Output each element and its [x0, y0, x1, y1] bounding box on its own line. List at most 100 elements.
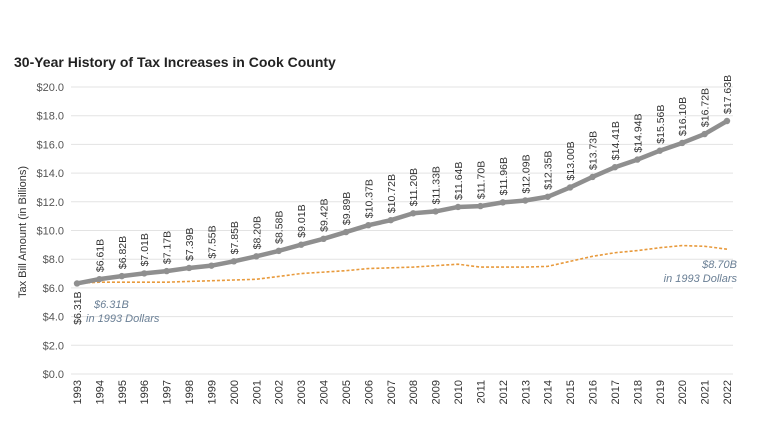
data-point — [96, 275, 103, 283]
data-point — [566, 184, 574, 191]
data-labels: $6.31B $6.61B $6.82B $7.01B $7.17B $7.39B $7.5… — [72, 75, 734, 325]
data-label: $7.17B — [162, 231, 174, 264]
y-axis-ticks: $0.0 $2.0 $4.0 $6.0 $8.0 $10.0 $12.0 $14.0 $16.0… — [36, 82, 64, 381]
data-label: $9.01B — [296, 204, 308, 237]
data-label: $6.82B — [117, 236, 129, 269]
data-point — [589, 173, 596, 181]
data-point — [275, 247, 282, 255]
data-point — [522, 197, 529, 204]
y-tick-label: $2.0 — [43, 340, 64, 352]
y-tick-label: $14.0 — [36, 168, 64, 180]
x-tick-label: 2000 — [229, 380, 241, 404]
data-point — [342, 228, 350, 236]
data-label: $13.73B — [588, 131, 600, 170]
data-label: $16.72B — [700, 88, 712, 127]
data-point — [208, 262, 215, 269]
x-tick-label: 2002 — [274, 380, 286, 404]
y-tick-label: $12.0 — [36, 197, 64, 209]
data-point — [230, 258, 238, 265]
x-tick-label: 1997 — [162, 380, 174, 404]
data-label: $7.55B — [206, 225, 218, 258]
annotation-end-sub: in 1993 Dollars — [664, 273, 738, 285]
data-point — [365, 221, 372, 229]
chart-title: 30-Year History of Tax Increases in Cook… — [14, 54, 336, 70]
x-tick-label: 1999 — [206, 380, 218, 404]
data-label: $9.42B — [319, 199, 331, 232]
y-tick-label: $16.0 — [36, 139, 64, 151]
data-label: $12.35B — [543, 151, 555, 190]
data-point — [163, 267, 170, 275]
x-tick-label: 2012 — [498, 380, 510, 404]
line-nominal — [76, 119, 729, 286]
annotation-end-value: $8.70B — [701, 259, 737, 271]
y-tick-label: $10.0 — [36, 226, 64, 238]
data-point — [320, 235, 327, 243]
data-point — [297, 241, 305, 248]
y-tick-label: $0.0 — [43, 369, 64, 381]
x-tick-label: 2019 — [655, 380, 667, 404]
data-point — [544, 193, 551, 200]
annotation-start-value: $6.31B — [93, 299, 129, 311]
y-tick-label: $4.0 — [43, 312, 64, 324]
series-1993-dollars — [76, 244, 728, 285]
y-axis-label: Tax Bill Amount (in Billions) — [17, 166, 29, 298]
data-point — [73, 280, 81, 287]
data-point — [387, 216, 394, 224]
gridlines — [71, 86, 733, 375]
x-tick-label: 1994 — [94, 380, 106, 404]
x-tick-label: 2009 — [431, 380, 443, 404]
x-tick-label: 2015 — [565, 380, 577, 404]
data-label: $13.00B — [565, 141, 577, 180]
x-tick-label: 2013 — [520, 380, 532, 404]
data-label: $15.56B — [655, 105, 667, 144]
x-tick-label: 2011 — [475, 380, 487, 404]
x-tick-label: 2021 — [700, 380, 712, 404]
data-point — [656, 147, 663, 154]
data-label: $7.39B — [184, 228, 196, 261]
data-point — [723, 117, 731, 125]
x-tick-label: 2016 — [588, 380, 600, 404]
data-label: $8.58B — [274, 211, 286, 244]
data-point — [701, 130, 708, 138]
data-label: $8.20B — [251, 216, 263, 249]
data-point — [454, 203, 462, 211]
x-tick-label: 2006 — [363, 380, 375, 404]
data-point — [410, 210, 417, 217]
x-tick-label: 2014 — [543, 380, 555, 404]
data-label: $11.33B — [431, 166, 443, 204]
data-label: $11.70B — [475, 161, 487, 199]
y-tick-label: $8.0 — [43, 254, 64, 266]
data-label: $7.01B — [139, 233, 151, 266]
data-label: $12.09B — [520, 154, 532, 193]
x-tick-label: 1996 — [139, 380, 151, 404]
data-label: $14.94B — [632, 113, 644, 152]
x-tick-label: 2001 — [251, 380, 263, 404]
data-label: $11.64B — [453, 162, 465, 200]
data-point — [477, 202, 484, 210]
x-tick-label: 1993 — [72, 380, 84, 404]
data-label: $10.72B — [386, 174, 398, 213]
x-tick-label: 2004 — [319, 380, 331, 404]
x-tick-label: 2003 — [296, 380, 308, 404]
data-point — [432, 208, 439, 215]
data-point — [499, 199, 507, 206]
data-point — [185, 264, 193, 272]
x-axis-ticks: 1993 1994 1995 1996 1997 1998 1999 2000 2001 2002… — [72, 380, 734, 404]
data-label: $11.20B — [408, 168, 420, 206]
annotation-start-sub: in 1993 Dollars — [86, 313, 160, 325]
x-tick-label: 2010 — [453, 380, 465, 404]
x-tick-label: 2022 — [722, 380, 734, 404]
x-tick-label: 2018 — [632, 380, 644, 404]
data-label: $16.10B — [677, 97, 689, 136]
annotations: $6.31B in 1993 Dollars $8.70B in 1993 Do… — [86, 259, 737, 325]
data-point — [611, 164, 619, 171]
x-tick-label: 2020 — [677, 380, 689, 404]
y-tick-label: $20.0 — [36, 82, 64, 94]
y-tick-label: $6.0 — [43, 283, 64, 295]
data-label: $7.85B — [229, 221, 241, 254]
data-point — [253, 253, 260, 260]
x-tick-label: 2005 — [341, 380, 353, 404]
data-point — [678, 139, 686, 147]
x-tick-label: 2007 — [386, 380, 398, 404]
